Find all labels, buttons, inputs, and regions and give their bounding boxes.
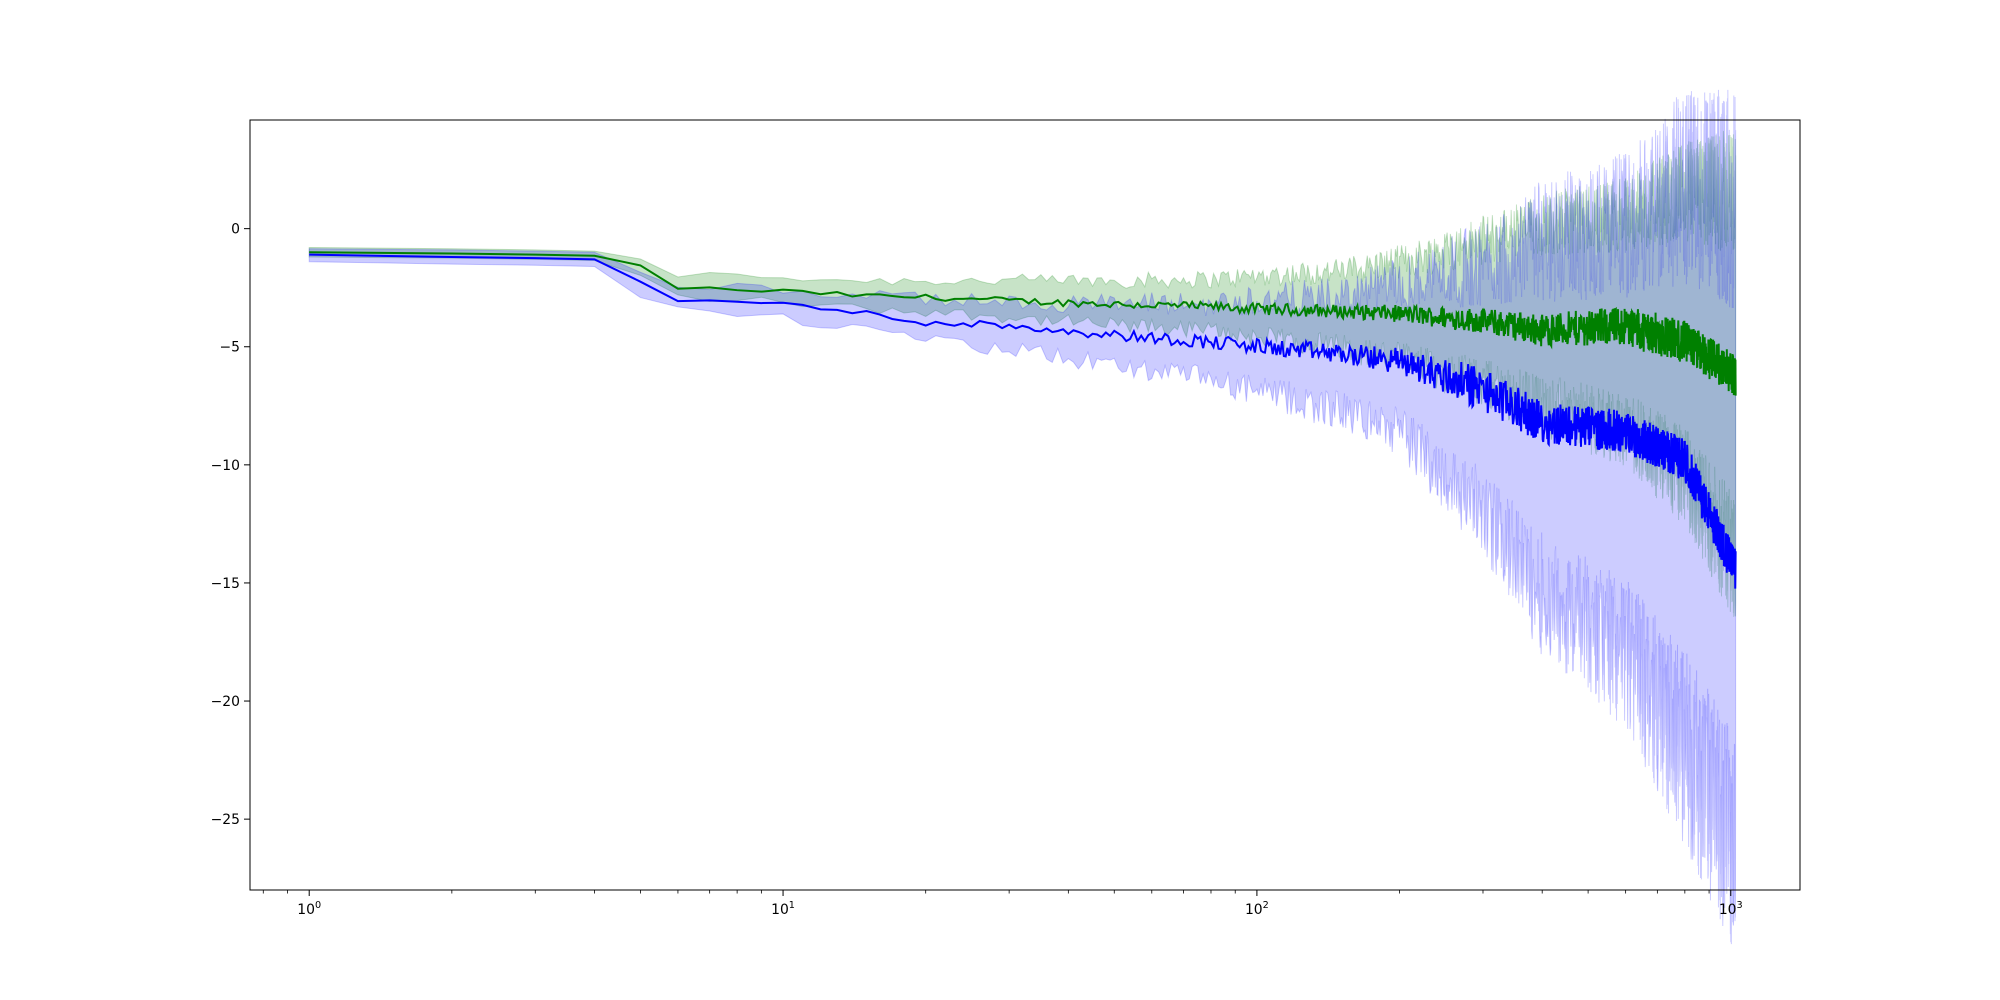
y-tick-label: −5 [220,340,240,356]
x-tick-label: 101 [771,900,795,918]
series-2-band [308,89,1737,945]
y-tick-label: −20 [211,694,240,710]
x-tick-label: 103 [1719,900,1743,918]
x-tick-exponent: 1 [789,900,795,911]
x-tick-base: 10 [1245,902,1263,918]
x-tick-label: 102 [1245,900,1269,918]
y-axis: 0 −5 −10 −15 −20 −25 [211,222,250,828]
y-tick-label: −10 [211,458,240,474]
plot-frame [249,119,1801,891]
series-2-line [309,253,1737,589]
x-tick-exponent: 3 [1737,900,1743,911]
y-tick-label: −25 [211,812,240,828]
series-lines [309,251,1737,589]
confidence-bands [308,89,1737,945]
x-tick-base: 10 [1719,902,1737,918]
x-tick-exponent: 0 [315,900,321,911]
series-1-line [309,251,1737,396]
x-tick-label: 100 [297,900,321,918]
x-tick-base: 10 [771,902,789,918]
x-axis: 100 101 102 103 [262,890,1743,918]
x-tick-base: 10 [297,902,315,918]
y-tick-label: 0 [231,222,240,238]
y-tick-label: −15 [211,576,240,592]
x-tick-exponent: 2 [1263,900,1269,911]
